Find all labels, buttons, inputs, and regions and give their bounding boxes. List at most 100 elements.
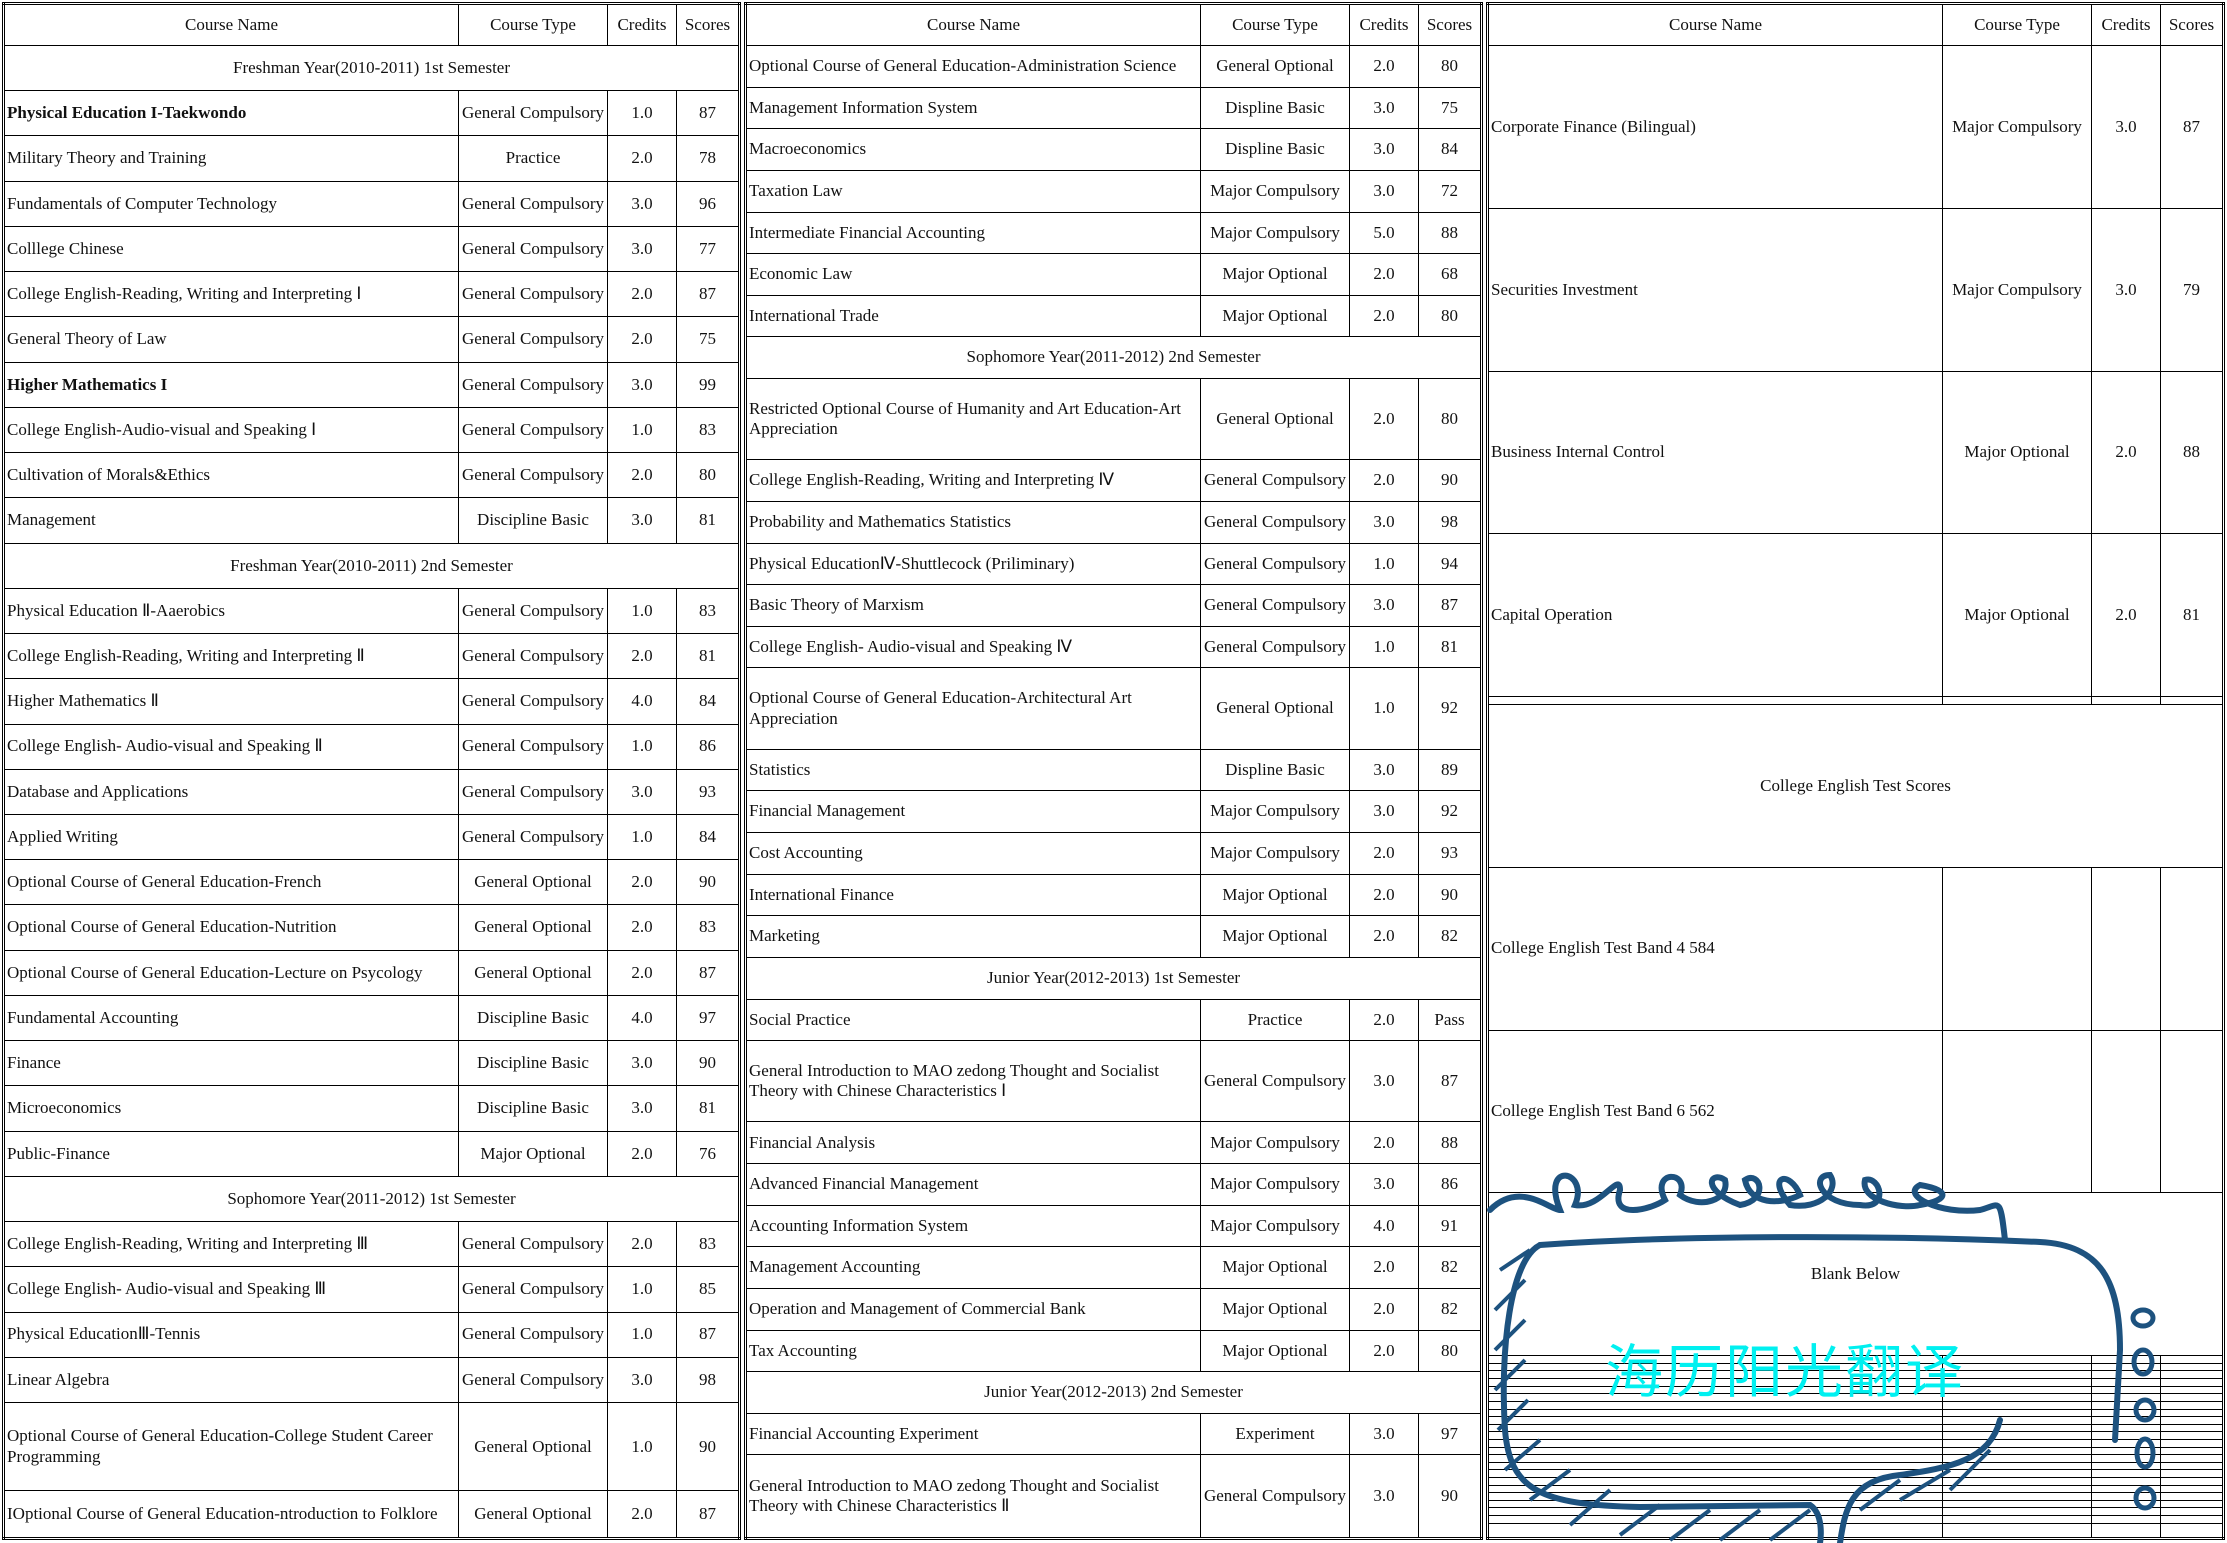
course-score: 82 (1418, 1287, 1482, 1331)
course-type (1942, 696, 2092, 705)
course-score (2160, 1469, 2224, 1478)
course-row: College English- Audio-visual and Speaki… (3, 723, 740, 770)
course-row: Economic Law Major Optional 2.0 68 (745, 253, 1482, 296)
course-name: Taxation Law (745, 169, 1201, 213)
course-type: Major Optional (1200, 1329, 1350, 1373)
course-score: 80 (1418, 45, 1482, 88)
course-type: General Compulsory (458, 225, 608, 273)
course-row: Restricted Optional Course of Humanity a… (745, 377, 1482, 461)
course-type (1942, 1431, 2092, 1440)
course-row: Physical Education Ⅱ-Aaerobics General Co… (3, 587, 740, 635)
course-score: 79 (2160, 207, 2224, 372)
course-name: Military Theory and Training (3, 135, 459, 182)
course-name: International Finance (745, 873, 1201, 917)
course-name (1487, 1416, 1943, 1425)
course-credits: 3.0 (1349, 1412, 1419, 1456)
course-row: Physical EducationⅣ-Shuttlecock (Prilimi… (745, 542, 1482, 586)
course-row: Financial Analysis Major Compulsory 2.0 88 (745, 1121, 1482, 1165)
course-score (2160, 1484, 2224, 1494)
course-credits (2091, 1370, 2161, 1380)
course-name: Business Internal Control (1487, 370, 1943, 535)
semester-header-row: Junior Year(2012-2013) 1st Semester (745, 956, 1482, 1000)
course-score (2160, 1423, 2224, 1433)
course-credits: 2.0 (607, 452, 677, 499)
column-header-type: Course Type (458, 3, 608, 46)
course-score: 88 (1418, 211, 1482, 255)
course-type (1942, 1492, 2092, 1501)
course-credits: 2.0 (1349, 873, 1419, 917)
course-credits: 1.0 (607, 90, 677, 137)
course-row: Corporate Finance (Bilingual) Major Compu… (1487, 45, 2224, 209)
course-score (2160, 1416, 2224, 1425)
course-credits: 2.0 (1349, 998, 1419, 1042)
course-name: Management Information System (745, 86, 1201, 130)
course-type: Major Optional (1200, 294, 1350, 338)
course-credits: 2.0 (2091, 533, 2161, 698)
course-row: Accounting Information System Major Compu… (745, 1204, 1482, 1248)
course-name: College English-Audio-visual and Speakin… (3, 406, 459, 454)
course-name (1487, 1408, 1943, 1418)
course-score: 81 (676, 1085, 740, 1132)
course-score: 90 (676, 1040, 740, 1087)
course-score: 87 (676, 1311, 740, 1358)
course-type: General Compulsory (1200, 500, 1350, 544)
course-score (2160, 1477, 2224, 1486)
course-score (2160, 1370, 2224, 1380)
course-credits (2091, 1416, 2161, 1425)
course-score (2160, 1522, 2224, 1540)
course-type (1942, 1454, 2092, 1463)
course-type: General Compulsory (458, 723, 608, 770)
course-name: Higher Mathematics I (3, 361, 459, 408)
course-type (1942, 1461, 2092, 1471)
course-name: Optional Course of General Education-Nut… (3, 904, 459, 951)
course-score (2160, 1499, 2224, 1509)
course-name (1487, 1507, 1943, 1517)
course-score: 93 (1418, 832, 1482, 875)
course-score: 80 (676, 452, 740, 499)
course-credits: 3.0 (1349, 500, 1419, 544)
course-score: 77 (676, 225, 740, 273)
course-name: Financial Accounting Experiment (745, 1412, 1201, 1456)
course-row: Optional Course of General Education-Arc… (745, 667, 1482, 750)
course-name: Applied Writing (3, 813, 459, 861)
course-name: Optional Course of General Education-Arc… (745, 667, 1201, 750)
course-credits: 1.0 (1349, 667, 1419, 750)
course-credits (2091, 1484, 2161, 1494)
course-name: General Introduction to MAO zedong Thoug… (745, 1040, 1201, 1123)
course-credits: 3.0 (607, 768, 677, 815)
course-score: 78 (676, 135, 740, 182)
course-row: Optional Course of General Education-Lec… (3, 949, 740, 996)
course-name (1487, 1423, 1943, 1433)
course-credits: 3.0 (1349, 584, 1419, 627)
course-type: General Compulsory (1200, 459, 1350, 502)
course-row (1487, 1408, 2224, 1418)
course-score: 87 (1418, 1040, 1482, 1123)
column-header-type: Course Type (1942, 3, 2092, 46)
course-name: College English- Audio-visual and Speaki… (3, 1266, 459, 1313)
semester-title: Freshman Year(2010-2011) 2nd Semester (3, 542, 740, 589)
course-type (1942, 1416, 2092, 1425)
course-name: Corporate Finance (Bilingual) (1487, 45, 1943, 209)
course-name: Cost Accounting (745, 832, 1201, 875)
course-score (2160, 1431, 2224, 1440)
course-score (2160, 866, 2224, 1031)
course-row: Physical EducationⅢ-Tennis General Compul… (3, 1311, 740, 1358)
course-row (1487, 1477, 2224, 1486)
course-type: Displine Basic (1200, 748, 1350, 792)
course-score: 88 (2160, 370, 2224, 535)
course-credits: 3.0 (1349, 790, 1419, 833)
course-score (2160, 1355, 2224, 1364)
course-type (1942, 1477, 2092, 1486)
watermark-text: 海历阳光翻译 (1605, 1338, 1966, 1406)
course-credits: 5.0 (1349, 211, 1419, 255)
course-row: College English-Reading, Writing and Int… (3, 1221, 740, 1268)
course-score: 87 (1418, 584, 1482, 627)
course-row: Applied Writing General Compulsory 1.0 84 (3, 813, 740, 861)
course-type: Major Compulsory (1942, 207, 2092, 372)
course-score: 87 (676, 271, 740, 318)
semester-header-row: Sophomore Year(2011-2012) 1st Semester (3, 1175, 740, 1223)
course-row (1487, 1492, 2224, 1501)
course-type: Displine Basic (1200, 86, 1350, 130)
course-type: Major Compulsory (1200, 211, 1350, 255)
course-row: Finance Discipline Basic 3.0 90 (3, 1040, 740, 1087)
